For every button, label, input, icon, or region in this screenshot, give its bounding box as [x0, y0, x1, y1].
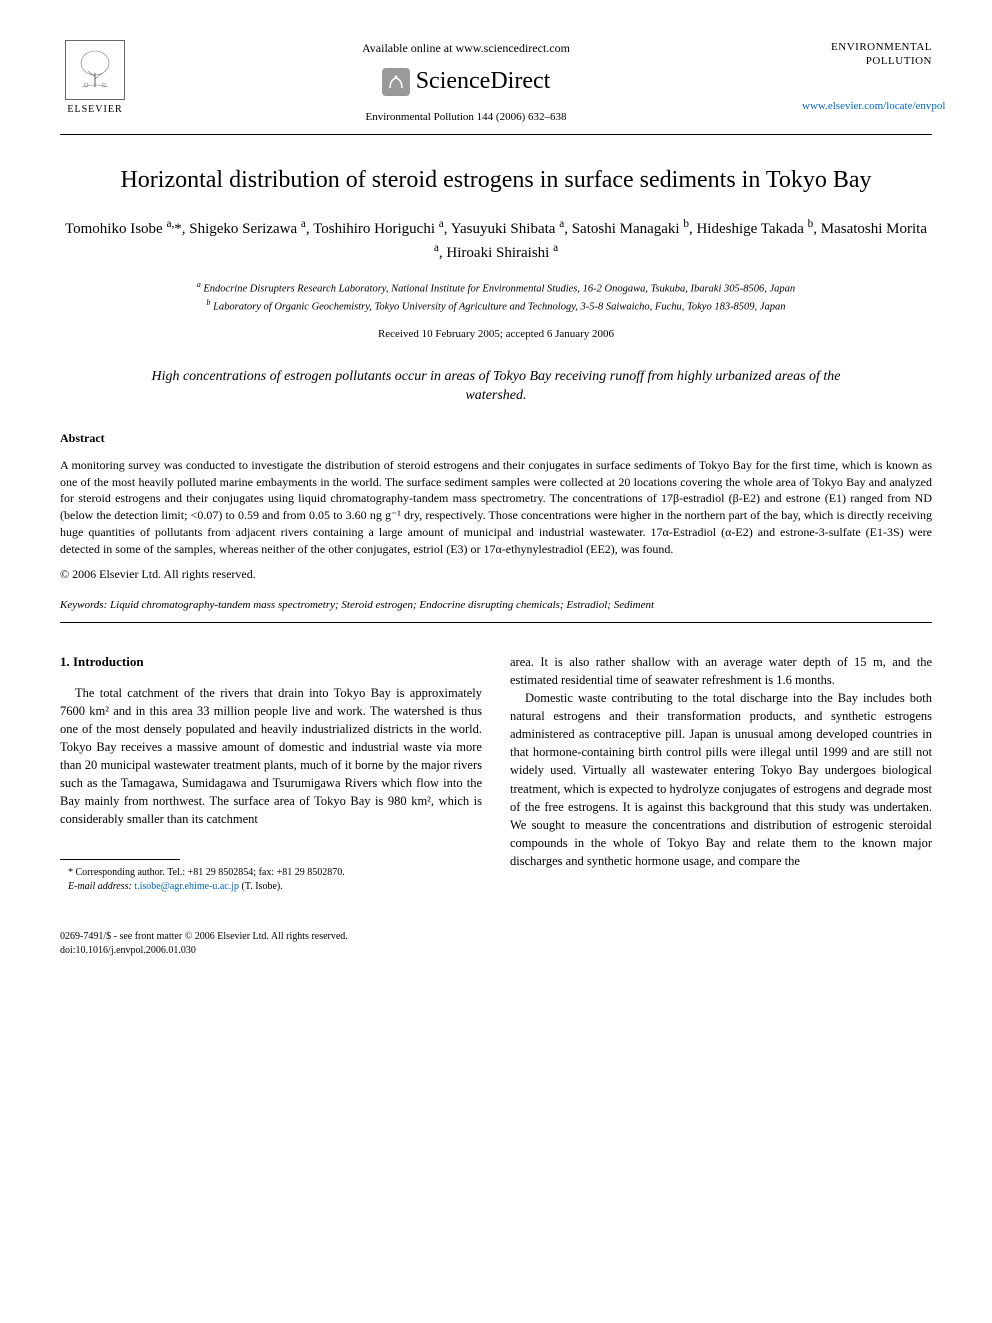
center-header: Available online at www.sciencedirect.co…: [130, 40, 802, 126]
journal-url[interactable]: www.elsevier.com/locate/envpol: [802, 99, 932, 114]
footnote-rule: [60, 859, 180, 860]
left-column: 1. Introduction The total catchment of t…: [60, 653, 482, 894]
section-divider: [60, 622, 932, 623]
article-title: Horizontal distribution of steroid estro…: [60, 165, 932, 196]
footer-left: 0269-7491/$ - see front matter © 2006 El…: [60, 930, 348, 958]
elsevier-text: ELSEVIER: [67, 103, 122, 117]
keywords-text: Liquid chromatography-tandem mass spectr…: [110, 599, 654, 611]
footnote-email-line: E-mail address: t.isobe@agr.ehime-u.ac.j…: [60, 880, 482, 894]
right-column: area. It is also rather shallow with an …: [510, 653, 932, 894]
keywords-label: Keywords:: [60, 599, 107, 611]
abstract-copyright: © 2006 Elsevier Ltd. All rights reserved…: [60, 566, 932, 583]
intro-paragraph-2: area. It is also rather shallow with an …: [510, 653, 932, 689]
footnote-email-suffix: (T. Isobe).: [242, 881, 283, 892]
footnote-email-label: E-mail address:: [68, 881, 132, 892]
available-online-text: Available online at www.sciencedirect.co…: [150, 40, 782, 57]
article-dates: Received 10 February 2005; accepted 6 Ja…: [60, 327, 932, 342]
affiliation-b: b Laboratory of Organic Geochemistry, To…: [60, 297, 932, 315]
abstract-text: A monitoring survey was conducted to inv…: [60, 457, 932, 558]
journal-name-line2: POLLUTION: [802, 54, 932, 68]
elsevier-logo: ELSEVIER: [60, 40, 130, 120]
right-header: ENVIRONMENTAL POLLUTION www.elsevier.com…: [802, 40, 932, 114]
footnote-email[interactable]: t.isobe@agr.ehime-u.ac.jp: [134, 881, 239, 892]
affiliations: a Endocrine Disrupters Research Laborato…: [60, 279, 932, 315]
intro-paragraph-1: The total catchment of the rivers that d…: [60, 684, 482, 829]
footnote-corr: * Corresponding author. Tel.: +81 29 850…: [60, 866, 482, 880]
journal-name-line1: ENVIRONMENTAL: [802, 40, 932, 54]
body-columns: 1. Introduction The total catchment of t…: [60, 653, 932, 894]
sciencedirect-text: ScienceDirect: [416, 65, 551, 99]
introduction-heading: 1. Introduction: [60, 653, 482, 672]
footer-issn: 0269-7491/$ - see front matter © 2006 El…: [60, 930, 348, 944]
page-header: ELSEVIER Available online at www.science…: [60, 40, 932, 126]
authors-list: Tomohiko Isobe a,*, Shigeko Serizawa a, …: [60, 216, 932, 265]
keywords: Keywords: Liquid chromatography-tandem m…: [60, 598, 932, 613]
abstract-heading: Abstract: [60, 430, 932, 447]
intro-paragraph-3: Domestic waste contributing to the total…: [510, 689, 932, 870]
corresponding-author-footnote: * Corresponding author. Tel.: +81 29 850…: [60, 866, 482, 894]
elsevier-tree-icon: [65, 40, 125, 100]
header-rule: [60, 134, 932, 135]
sciencedirect-brand: ScienceDirect: [150, 65, 782, 99]
sciencedirect-icon: [382, 68, 410, 96]
journal-reference: Environmental Pollution 144 (2006) 632–6…: [150, 110, 782, 125]
page-footer: 0269-7491/$ - see front matter © 2006 El…: [60, 930, 932, 958]
affiliation-a: a Endocrine Disrupters Research Laborato…: [60, 279, 932, 297]
capsule-summary: High concentrations of estrogen pollutan…: [120, 367, 872, 406]
footer-doi: doi:10.1016/j.envpol.2006.01.030: [60, 944, 348, 958]
